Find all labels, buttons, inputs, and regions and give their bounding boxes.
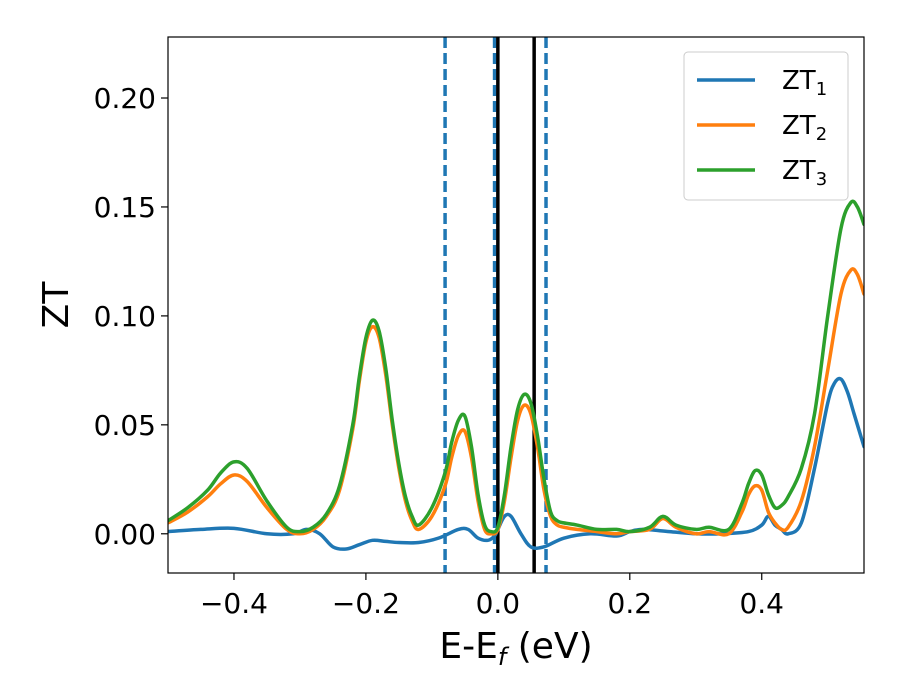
y-tick-label: 0.20 bbox=[94, 82, 156, 115]
x-tick-label: 0.2 bbox=[608, 587, 653, 620]
plot-frame bbox=[167, 36, 865, 574]
y-tick-label: 0.10 bbox=[94, 300, 156, 333]
y-axis-ticks: 0.00 0.05 0.10 0.15 0.20 bbox=[94, 82, 168, 551]
x-tick-label: −0.4 bbox=[200, 587, 268, 620]
x-axis-label-suffix: (eV) bbox=[506, 626, 592, 667]
x-axis-label-main: E-E bbox=[439, 626, 497, 667]
legend-label-zt3: ZT3 bbox=[782, 156, 827, 190]
series-line-zt2 bbox=[168, 267, 864, 537]
legend: ZT1 ZT2 ZT3 bbox=[683, 51, 849, 201]
y-tick-label: 0.00 bbox=[94, 518, 156, 551]
x-axis-label: E-Ef (eV) bbox=[439, 626, 592, 671]
series-line-zt3 bbox=[168, 199, 864, 534]
x-tick-label: 0.0 bbox=[476, 587, 521, 620]
y-tick-label: 0.05 bbox=[94, 409, 156, 442]
reference-lines bbox=[443, 37, 548, 573]
x-tick-label: −0.2 bbox=[332, 587, 400, 620]
legend-box bbox=[683, 51, 849, 201]
legend-label-zt2: ZT2 bbox=[782, 111, 827, 145]
series-layer bbox=[168, 199, 864, 551]
legend-label-zt1: ZT1 bbox=[782, 66, 827, 100]
y-tick-label: 0.15 bbox=[94, 191, 156, 224]
y-axis-label: ZT bbox=[36, 281, 77, 329]
x-axis-ticks: −0.4 −0.2 0.0 0.2 0.4 bbox=[200, 573, 784, 620]
x-tick-label: 0.4 bbox=[739, 587, 784, 620]
series-line-zt1 bbox=[168, 376, 864, 551]
